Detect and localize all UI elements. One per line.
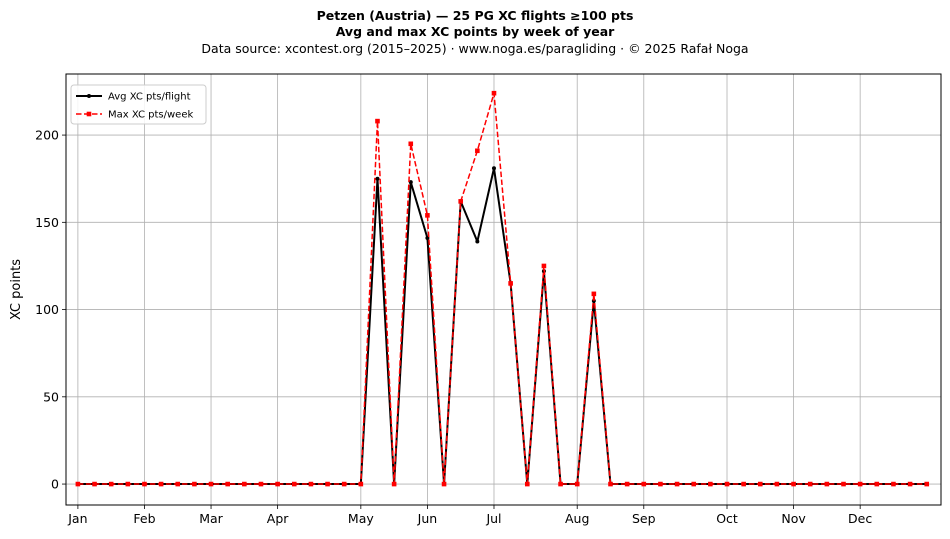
series-avg [75, 166, 929, 487]
x-tick-label: Oct [716, 511, 738, 526]
data-point [358, 481, 364, 487]
x-tick-label: Nov [781, 511, 806, 526]
series-line [77, 167, 927, 486]
data-point [242, 481, 247, 487]
data-point [425, 213, 430, 218]
data-point [841, 481, 846, 487]
x-tick-label: Jan [67, 511, 87, 526]
data-point [774, 481, 780, 487]
data-point [408, 180, 413, 185]
data-point [541, 263, 547, 269]
series-layer [75, 90, 930, 487]
data-point [341, 481, 347, 487]
legend-label: Max XC pts/week [108, 110, 193, 121]
x-tick-label: Mar [199, 511, 223, 526]
data-point [641, 481, 647, 487]
y-tick-label: 0 [51, 477, 59, 492]
chart-title-block: Petzen (Austria) — 25 PG XC flights ≥100… [0, 8, 950, 57]
data-point [824, 481, 830, 487]
data-point [375, 118, 380, 124]
data-point [791, 481, 796, 487]
data-point [125, 481, 131, 487]
chart-title: Petzen (Austria) — 25 PG XC flights ≥100… [316, 8, 634, 23]
data-point [75, 481, 81, 487]
y-axis-label: XC points [9, 259, 24, 320]
y-tick-label: 100 [35, 302, 59, 317]
data-point [391, 481, 397, 487]
y-axis: 0 50 100 150 200 [35, 128, 66, 492]
data-point [158, 481, 164, 487]
x-tick-label: Jul [485, 511, 501, 526]
data-point [375, 176, 380, 181]
data-point [175, 481, 181, 487]
data-point [225, 481, 230, 487]
legend-marker [87, 94, 91, 98]
data-point [408, 141, 414, 147]
plot-frame [65, 73, 942, 506]
data-point [708, 481, 713, 487]
data-point [924, 481, 930, 487]
data-point [308, 481, 314, 487]
data-point [591, 291, 597, 297]
data-point [258, 481, 264, 487]
series-max [75, 90, 930, 487]
data-point [458, 199, 464, 204]
data-point [874, 481, 880, 487]
data-point [674, 481, 680, 487]
data-point [558, 481, 563, 487]
data-point [691, 481, 697, 487]
chart-subtitle: Avg and max XC points by week of year [335, 24, 615, 39]
legend-box [70, 84, 207, 125]
data-point [524, 481, 530, 487]
data-point [192, 481, 197, 487]
data-point [491, 90, 497, 96]
legend-marker [86, 111, 92, 117]
x-tick-label: May [348, 511, 374, 526]
y-tick-label: 50 [43, 389, 59, 404]
data-point [508, 281, 513, 286]
legend-label: Avg XC pts/flight [108, 92, 191, 103]
data-point [857, 481, 863, 487]
data-point [574, 481, 580, 487]
data-point [275, 481, 280, 487]
data-point [724, 481, 730, 487]
x-tick-label: Jun [417, 511, 438, 526]
data-point [291, 481, 297, 487]
x-tick-label: Dec [848, 511, 872, 526]
data-point [108, 481, 114, 487]
x-tick-label: Aug [565, 511, 589, 526]
data-point [475, 239, 480, 244]
y-tick-label: 150 [35, 215, 59, 230]
legend: Avg XC pts/flight Max XC pts/week [70, 84, 207, 125]
data-point [891, 481, 896, 487]
data-point [441, 481, 447, 487]
data-point [757, 481, 763, 487]
x-axis: Jan Feb Mar Apr May Jun Jul Aug Sep Oct Nov Dec [67, 505, 872, 526]
data-point [624, 481, 630, 487]
grid-lines [66, 74, 941, 505]
data-point [807, 481, 813, 487]
x-tick-label: Sep [632, 511, 656, 526]
data-point [491, 166, 496, 171]
x-tick-label: Feb [133, 511, 155, 526]
data-point [142, 481, 147, 487]
data-point [741, 481, 746, 487]
y-tick-label: 200 [35, 128, 59, 143]
data-point [475, 148, 480, 154]
data-point [208, 481, 214, 487]
series-line [77, 92, 927, 485]
data-point [907, 481, 913, 487]
data-source-caption: Data source: xcontest.org (2015–2025) · … [201, 41, 749, 56]
x-tick-label: Apr [267, 511, 289, 526]
data-point [608, 481, 613, 487]
data-point [658, 481, 663, 487]
data-point [325, 481, 330, 487]
data-point [92, 481, 97, 487]
